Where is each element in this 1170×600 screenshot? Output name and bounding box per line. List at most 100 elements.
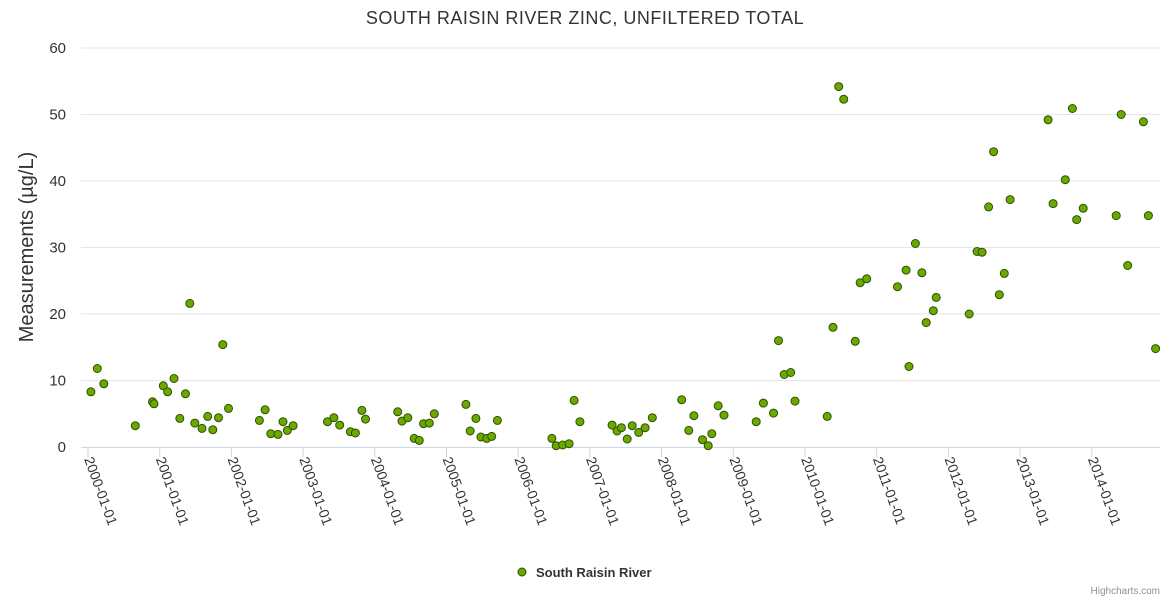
data-point-64[interactable] [689,411,699,421]
data-point-0[interactable] [86,387,96,397]
data-point-63[interactable] [684,425,694,435]
data-point-25[interactable] [288,421,298,431]
data-point-30[interactable] [350,428,360,438]
data-point-3[interactable] [130,421,140,431]
data-point-81[interactable] [850,336,860,346]
legend-label-south-raisin-river[interactable]: South Raisin River [536,565,652,580]
data-point-77[interactable] [822,411,832,421]
data-point-103[interactable] [1067,104,1077,113]
data-point-31[interactable] [357,405,367,415]
legend[interactable]: South Raisin River [517,565,652,580]
data-point-51[interactable] [564,439,574,449]
data-point-13[interactable] [197,423,207,433]
data-point-47[interactable] [492,415,502,425]
data-point-28[interactable] [335,420,345,430]
data-point-7[interactable] [163,387,173,397]
data-point-57[interactable] [622,434,632,444]
data-point-18[interactable] [224,403,233,413]
data-point-26[interactable] [323,417,332,427]
data-point-2[interactable] [99,379,109,389]
data-point-22[interactable] [273,429,283,439]
data-point-43[interactable] [471,413,481,423]
data-point-76[interactable] [790,396,800,406]
data-point-68[interactable] [713,401,723,411]
data-point-88[interactable] [917,268,927,278]
data-point-95[interactable] [984,202,994,212]
data-point-101[interactable] [1048,199,1058,209]
data-point-8[interactable] [169,374,179,383]
data-point-58[interactable] [627,421,637,431]
data-point-78[interactable] [828,322,838,332]
data-point-66[interactable] [703,441,713,451]
data-point-39[interactable] [424,418,434,428]
data-point-79[interactable] [834,82,844,92]
data-point-12[interactable] [190,418,200,428]
data-point-102[interactable] [1060,175,1070,185]
data-point-75[interactable] [786,368,796,377]
data-point-6[interactable] [158,381,168,391]
data-point-19[interactable] [254,415,264,425]
data-point-80[interactable] [839,94,849,104]
data-point-106[interactable] [1111,211,1121,221]
data-point-94[interactable] [977,247,987,257]
data-point-90[interactable] [928,306,938,316]
data-point-23[interactable] [278,417,288,427]
data-point-85[interactable] [901,265,911,275]
data-point-104[interactable] [1072,215,1082,225]
data-point-15[interactable] [208,425,218,435]
data-point-110[interactable] [1143,211,1153,221]
data-point-9[interactable] [175,413,185,423]
data-point-24[interactable] [282,425,292,435]
data-point-53[interactable] [575,417,585,427]
data-point-69[interactable] [719,410,729,420]
credits-link[interactable]: Highcharts.com [1091,586,1160,597]
data-point-35[interactable] [403,413,413,423]
data-point-52[interactable] [569,395,579,405]
data-point-54[interactable] [607,420,617,430]
data-point-72[interactable] [769,408,778,418]
data-point-97[interactable] [994,290,1004,300]
data-point-84[interactable] [893,282,902,292]
data-point-87[interactable] [910,239,920,248]
data-point-41[interactable] [461,399,471,409]
data-point-89[interactable] [921,318,931,328]
data-point-11[interactable] [185,298,195,308]
data-point-100[interactable] [1043,115,1053,125]
data-point-37[interactable] [414,435,424,445]
data-point-86[interactable] [904,362,914,371]
data-point-60[interactable] [640,423,650,433]
data-point-32[interactable] [361,414,370,424]
data-point-83[interactable] [862,274,872,284]
data-point-17[interactable] [218,340,228,350]
data-point-108[interactable] [1123,261,1133,270]
legend-marker-south-raisin-river[interactable] [517,567,527,577]
data-point-107[interactable] [1116,110,1126,119]
data-point-105[interactable] [1078,203,1088,213]
data-point-46[interactable] [487,431,497,441]
data-point-16[interactable] [214,413,223,423]
data-point-71[interactable] [758,398,768,408]
data-point-59[interactable] [634,427,644,437]
data-point-27[interactable] [329,413,339,423]
data-point-109[interactable] [1138,117,1148,127]
data-point-65[interactable] [698,435,707,445]
data-point-73[interactable] [774,336,783,346]
data-point-14[interactable] [203,411,213,421]
data-point-92[interactable] [964,309,974,319]
data-point-62[interactable] [677,395,687,405]
data-point-56[interactable] [616,423,626,433]
data-point-111[interactable] [1151,344,1161,354]
data-point-33[interactable] [393,407,403,417]
data-point-20[interactable] [260,405,270,415]
data-point-48[interactable] [547,433,557,443]
data-point-82[interactable] [855,278,865,288]
data-point-98[interactable] [999,268,1009,278]
data-point-1[interactable] [92,364,102,373]
data-point-42[interactable] [465,426,475,436]
data-point-5[interactable] [149,399,159,409]
data-point-40[interactable] [429,409,439,419]
data-point-10[interactable] [181,389,190,399]
data-point-61[interactable] [647,413,657,423]
data-point-96[interactable] [989,147,999,157]
data-point-91[interactable] [931,292,941,302]
